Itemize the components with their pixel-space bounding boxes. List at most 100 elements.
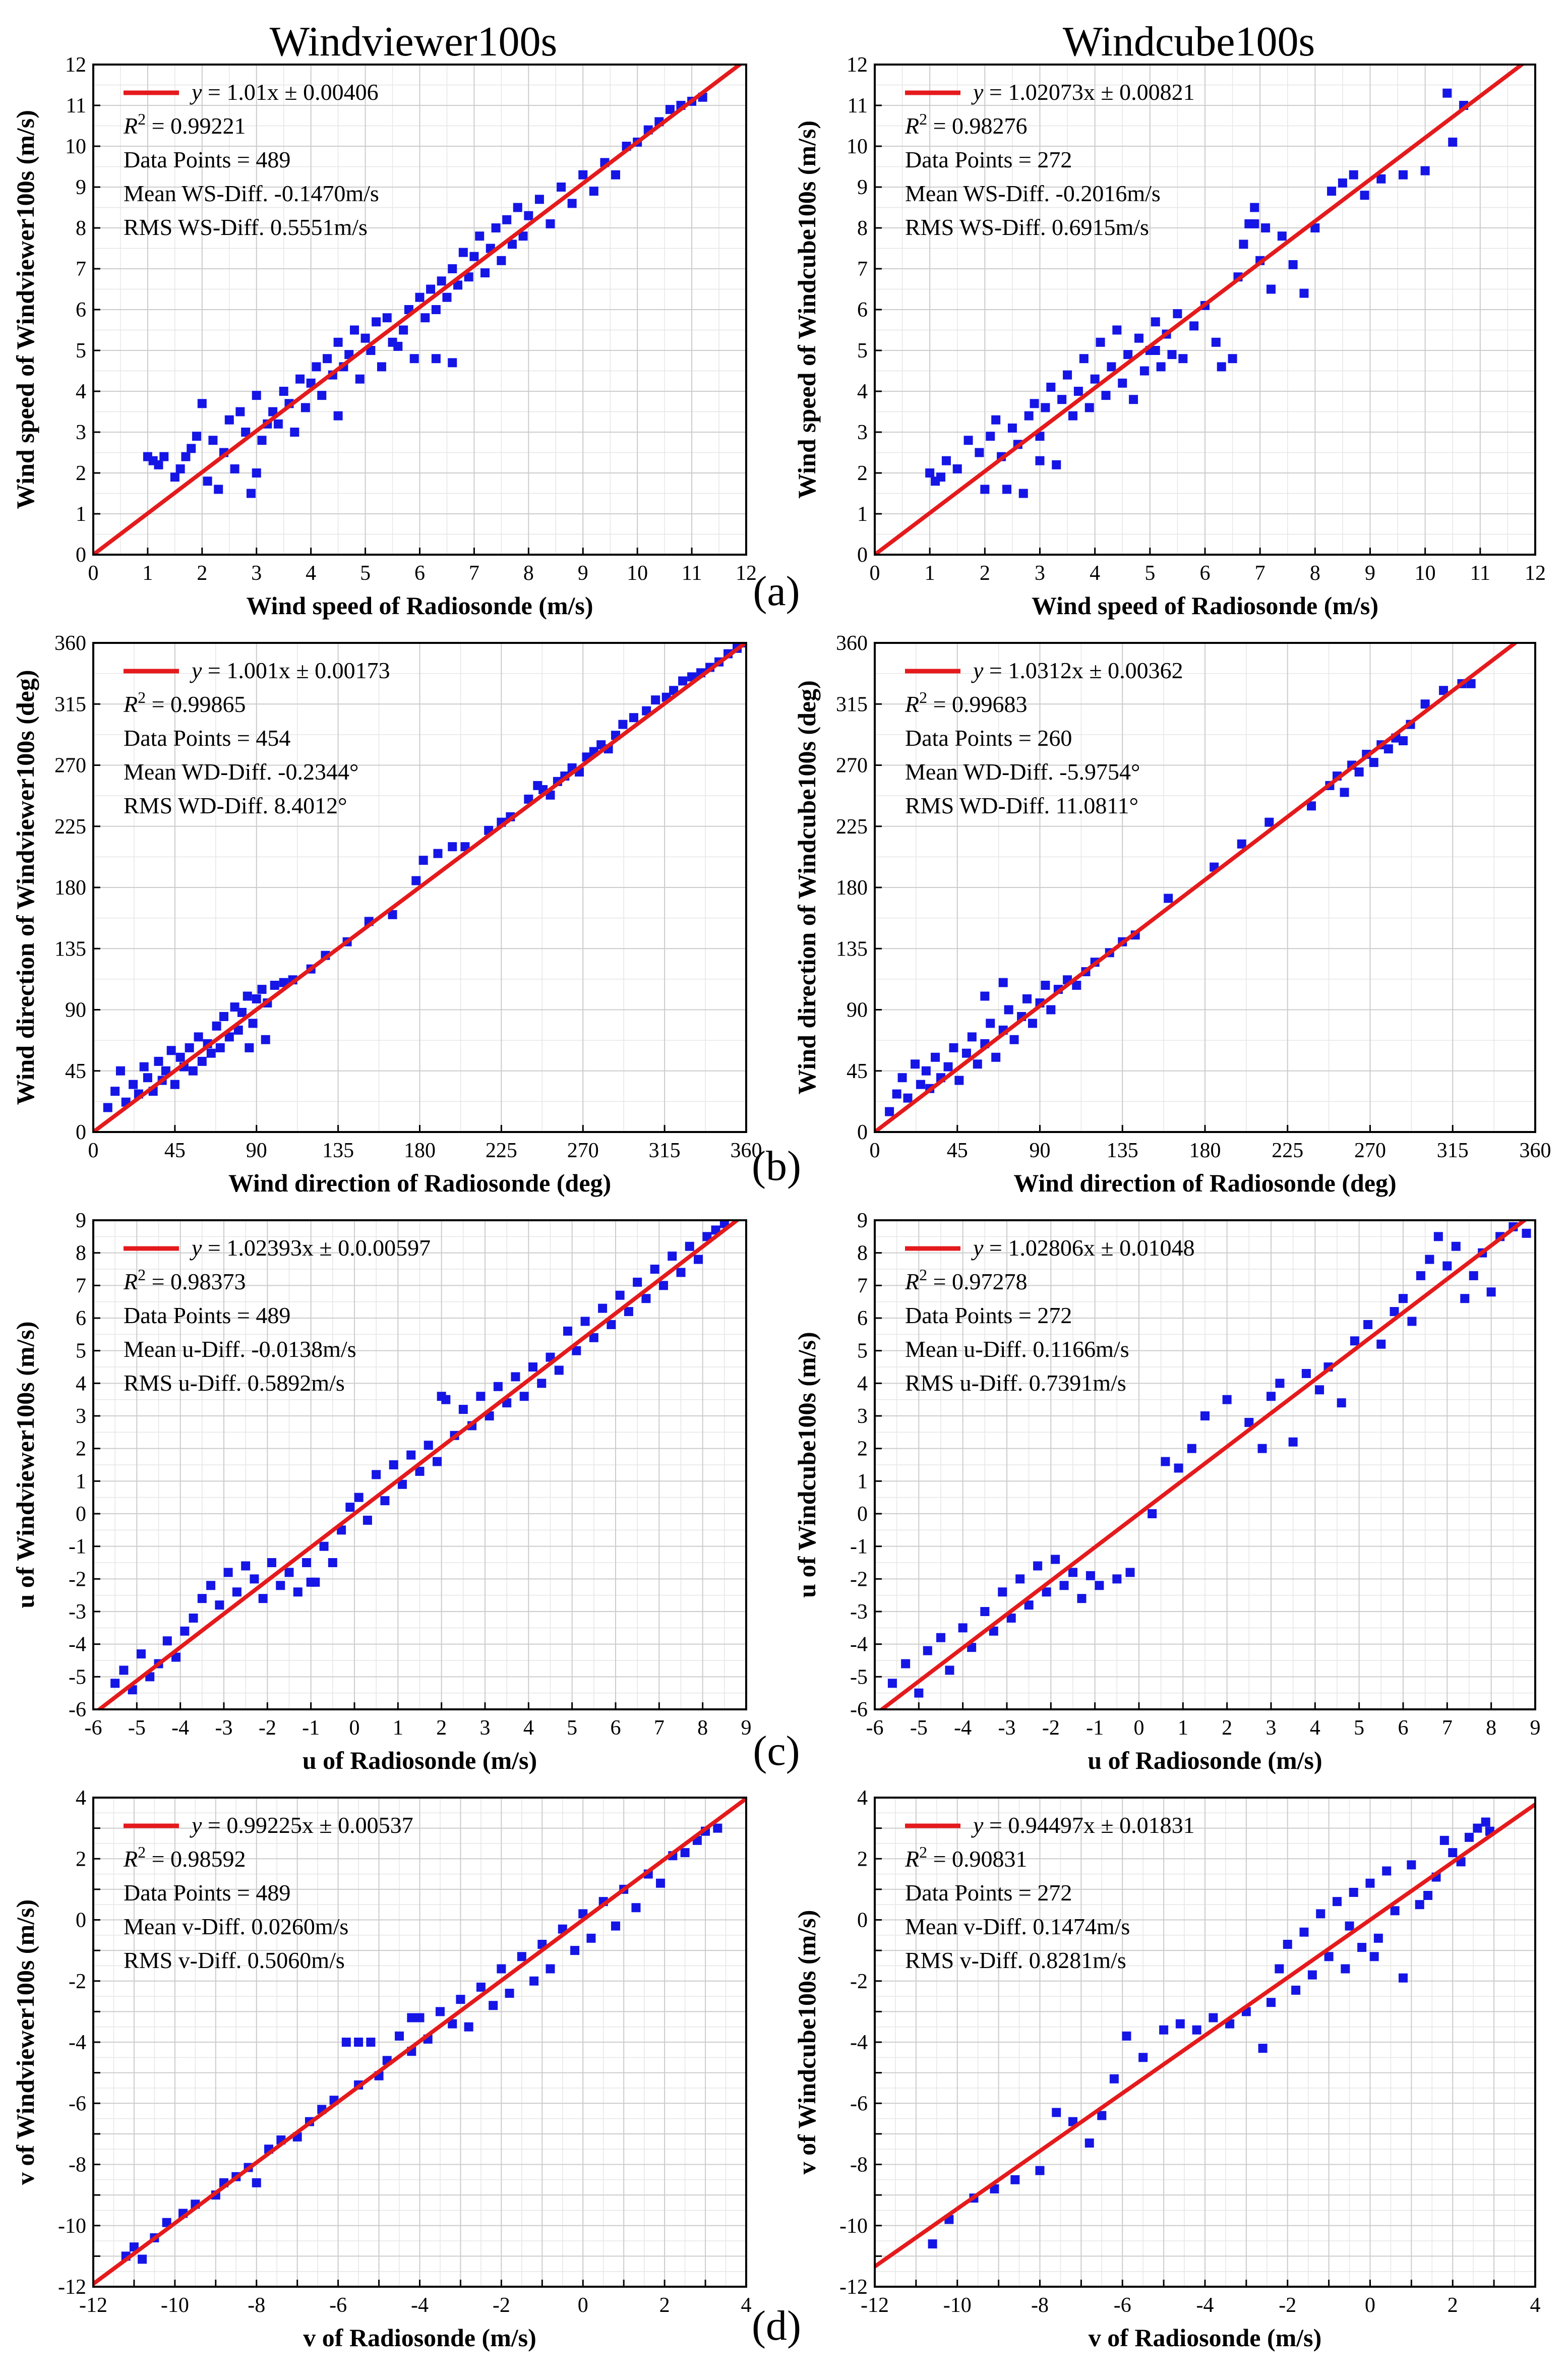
x-tick-label: 270: [1354, 1139, 1386, 1162]
data-point: [224, 1032, 234, 1042]
chart-panel-7: -12 -10 -8 -6 -4 -2 0 2 4 -12 -10 -8 -6 -4 -2 0 2 4 y = 0.…: [793, 1787, 1541, 2352]
legend-stat-line: Mean u-Diff. -0.0138m/s: [124, 1336, 356, 1362]
y-tick-label: -10: [58, 2215, 86, 2238]
data-point: [911, 1059, 920, 1069]
data-point: [166, 1046, 176, 1055]
data-point: [171, 1652, 181, 1662]
x-tick-label: 0: [1134, 1716, 1144, 1740]
legend-stat-line: RMS WS-Diff. 0.6915m/s: [905, 214, 1149, 240]
data-point: [415, 2013, 425, 2022]
data-point: [393, 341, 403, 351]
data-point: [685, 1241, 694, 1251]
data-point: [534, 195, 544, 204]
data-point: [312, 362, 321, 372]
x-tick-label: 0: [1365, 2294, 1375, 2317]
data-point: [1046, 1005, 1056, 1015]
y-tick-label: 45: [847, 1060, 868, 1083]
data-point: [192, 432, 202, 441]
data-point: [1097, 2111, 1107, 2120]
data-point: [1291, 1985, 1301, 1995]
data-point: [293, 1587, 303, 1597]
y-tick-label: 90: [65, 999, 86, 1022]
x-tick-label: 5: [1354, 1716, 1364, 1740]
y-tick-label: -4: [69, 1633, 86, 1656]
y-tick-label: -2: [850, 1970, 868, 1993]
fit-line-group: [93, 643, 746, 1132]
y-axis-label: Wind direction of Windcube100s (deg): [793, 680, 821, 1094]
y-tick-label: -2: [69, 1970, 86, 1993]
plot-frame: [874, 64, 1536, 556]
data-point: [175, 464, 185, 473]
data-point: [1187, 1444, 1196, 1453]
data-point: [1267, 1392, 1276, 1401]
data-point: [250, 1574, 259, 1584]
x-tick-label: 0: [578, 2294, 588, 2317]
legend-r2: R2 = 0.90831: [904, 1843, 1028, 1872]
data-point: [1035, 432, 1045, 441]
y-tick-label: -8: [69, 2154, 86, 2177]
x-tick-label: 7: [654, 1716, 665, 1740]
data-point: [233, 1025, 243, 1035]
data-point: [567, 199, 577, 208]
y-tick-label: 1: [76, 1470, 86, 1493]
data-point: [382, 313, 392, 323]
y-tick-label: 5: [76, 339, 86, 363]
data-point: [341, 2038, 351, 2047]
y-tick-label: 4: [857, 1372, 868, 1395]
x-tick-label: 90: [246, 1139, 267, 1162]
x-tick-label: 9: [1530, 1716, 1541, 1740]
data-point: [203, 477, 212, 486]
data-point: [261, 1035, 270, 1044]
data-point: [1138, 2053, 1148, 2062]
legend-stat-line: RMS WD-Diff. 11.0811°: [905, 793, 1138, 818]
data-point: [1192, 2025, 1201, 2035]
x-tick-label: 1: [925, 562, 935, 585]
plot-frame: [92, 1797, 747, 2288]
data-point: [1174, 1463, 1183, 1473]
data-point: [1009, 1035, 1019, 1044]
data-point: [241, 1561, 251, 1571]
data-point: [1288, 1437, 1298, 1447]
data-point: [1264, 817, 1274, 827]
data-point: [354, 2038, 364, 2047]
data-point: [505, 1989, 514, 1998]
data-point: [546, 219, 555, 228]
x-tick-label: 45: [164, 1139, 186, 1162]
data-point: [925, 468, 935, 478]
data-point: [175, 1052, 185, 1062]
y-tick-label: -6: [69, 1698, 86, 1721]
data-point: [1228, 354, 1237, 364]
data-point: [103, 1103, 112, 1112]
y-tick-label: 315: [54, 693, 86, 716]
data-point: [333, 337, 343, 347]
data-point: [480, 268, 490, 278]
x-tick-label: 7: [1442, 1716, 1453, 1740]
data-point: [651, 695, 660, 705]
data-point: [1129, 395, 1138, 404]
data-point: [448, 358, 457, 368]
data-point: [1077, 1594, 1087, 1603]
data-point: [713, 1823, 722, 1833]
y-tick-label: 2: [76, 1438, 86, 1461]
data-point: [252, 391, 261, 400]
data-point: [1030, 399, 1039, 408]
data-point: [1307, 801, 1316, 811]
y-tick-label: 2: [857, 1848, 868, 1871]
data-point: [1486, 1287, 1496, 1297]
data-point: [187, 444, 196, 453]
legend-stat-line: Mean WS-Diff. -0.2016m/s: [905, 181, 1161, 206]
panel-label-a: (a): [753, 568, 800, 615]
x-tick-label: 0: [870, 562, 880, 585]
x-tick-label: -1: [302, 1716, 320, 1740]
data-point: [1033, 1561, 1043, 1571]
data-point: [1469, 1271, 1478, 1280]
x-tick-label: 360: [1520, 1139, 1551, 1162]
y-tick-label: 0: [857, 1909, 868, 1932]
x-tick-label: 0: [349, 1716, 360, 1740]
data-point: [1376, 174, 1386, 184]
y-tick-label: 1: [857, 1470, 868, 1493]
data-point: [578, 170, 588, 180]
data-point: [1399, 1294, 1408, 1303]
data-point: [1095, 1581, 1104, 1590]
data-point: [493, 1382, 503, 1391]
